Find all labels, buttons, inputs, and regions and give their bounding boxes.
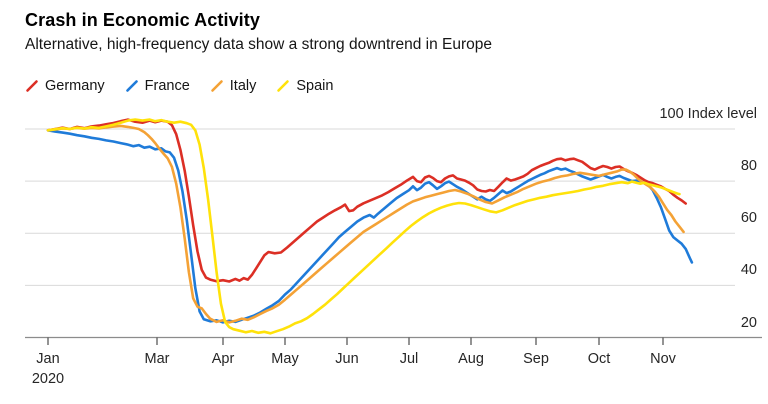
- x-tick-label-mar: Mar: [144, 351, 170, 367]
- x-tick-label-nov: Nov: [650, 351, 676, 367]
- legend-label-spain: Spain: [296, 78, 334, 94]
- legend-item-germany: Germany: [25, 78, 105, 94]
- x-tick-label-apr: Apr: [211, 351, 235, 367]
- x-tick-label-aug: Aug: [458, 351, 484, 367]
- y-tick-label-40: 40: [740, 262, 757, 279]
- y-tick-label-60: 60: [740, 210, 757, 227]
- y-tick-label-100: 100 Index level: [659, 105, 757, 122]
- legend-label-italy: Italy: [229, 78, 257, 94]
- chart-subtitle: Alternative, high-frequency data show a …: [25, 36, 493, 53]
- series-line-italy: [46, 124, 685, 324]
- x-tick-label-jan: Jan: [36, 351, 60, 367]
- x-tick-label-may: May: [271, 351, 299, 367]
- chart-title: Crash in Economic Activity: [25, 10, 260, 30]
- x-tick-label-oct: Oct: [587, 351, 611, 367]
- series-line-spain: [46, 118, 681, 335]
- x-tick-label-jun: Jun: [335, 351, 359, 367]
- y-tick-label-20: 20: [740, 314, 757, 331]
- legend-slash-icon-germany: [26, 80, 38, 92]
- legend-label-germany: Germany: [45, 78, 105, 94]
- series-line-germany: [46, 118, 688, 283]
- legend: Germany France Italy Spain: [25, 78, 333, 94]
- y-tick-label-80: 80: [740, 158, 757, 175]
- legend-slash-icon-italy: [210, 80, 223, 92]
- x-tick-label-jul: Jul: [399, 351, 419, 367]
- legend-slash-icon-spain: [277, 80, 290, 92]
- legend-item-spain: Spain: [276, 78, 333, 94]
- legend-label-france: France: [144, 78, 190, 94]
- legend-item-france: France: [125, 78, 190, 94]
- legend-item-italy: Italy: [210, 78, 257, 94]
- x-axis-year-label: 2020: [31, 371, 65, 387]
- legend-slash-icon-france: [125, 80, 138, 92]
- x-tick-label-sep: Sep: [523, 351, 549, 367]
